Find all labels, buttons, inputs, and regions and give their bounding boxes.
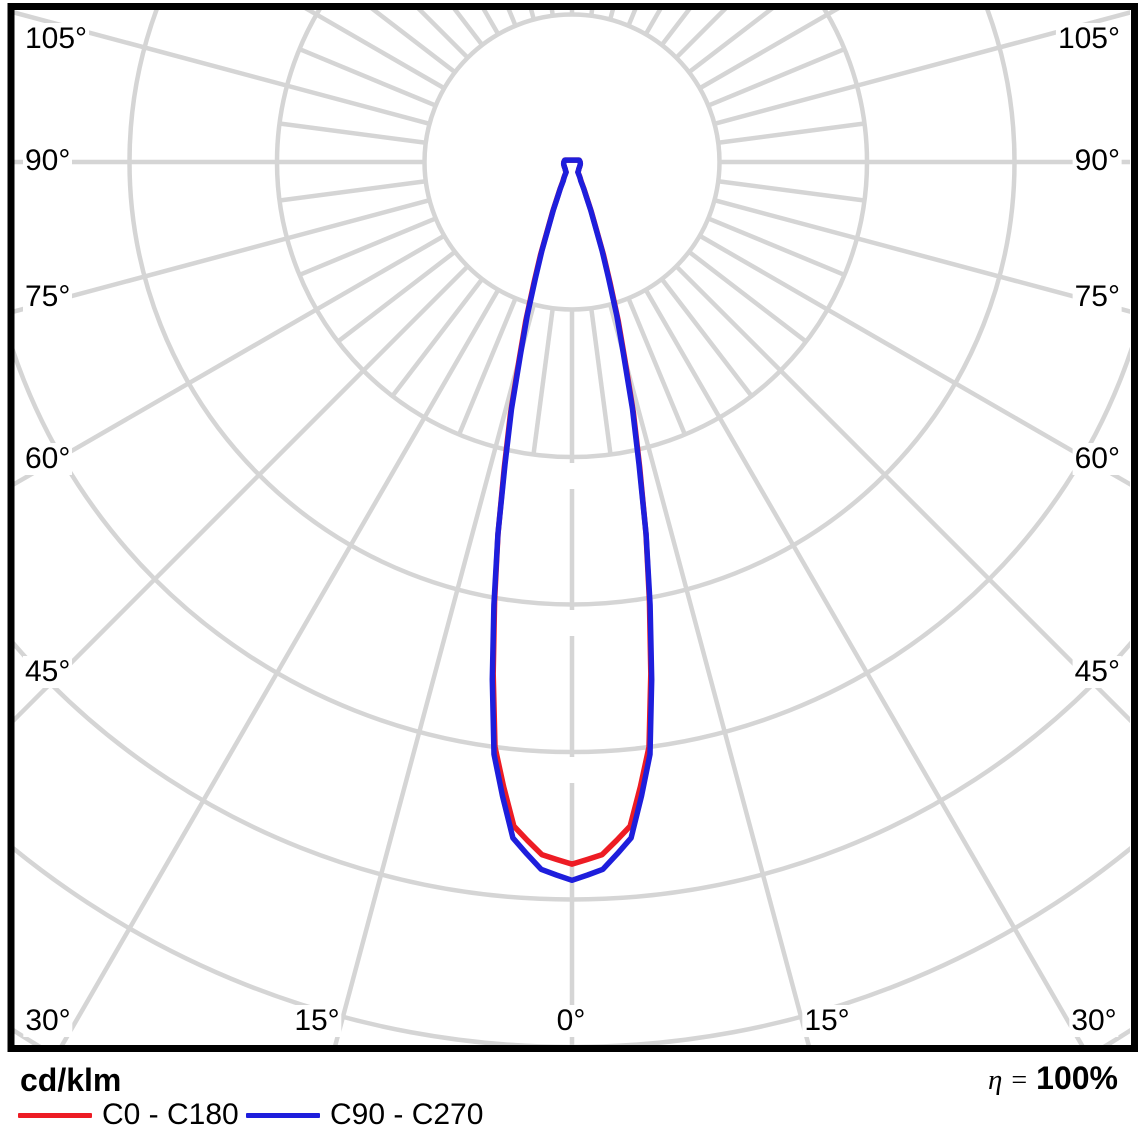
grid-radial-minor <box>660 10 692 47</box>
grid-radial-minor <box>717 179 865 203</box>
legend-label-c90-c270: C90 - C270 <box>330 1098 484 1131</box>
angle-label-right-90°: 90° <box>1072 144 1122 177</box>
legend: C0 - C180 C90 - C270 <box>0 1098 1143 1132</box>
eta-symbol: η <box>987 1064 1003 1096</box>
grid-radial-major <box>643 288 1085 1046</box>
angle-label-right-60°: 60° <box>1072 442 1122 475</box>
angle-label-right-105°: 105° <box>1055 22 1122 55</box>
grid-radial-minor <box>687 10 774 74</box>
eta-value: 100% <box>1036 1060 1118 1096</box>
grid-radial-minor <box>687 250 808 344</box>
grid-radial-minor <box>279 121 427 145</box>
grid-radial-major <box>332 303 536 1046</box>
grid-radial-minor <box>298 47 437 108</box>
legend-item-c90-c270: C90 - C270 <box>246 1098 483 1132</box>
grid-radial-major <box>14 233 446 487</box>
legend-label-c0-c180: C0 - C180 <box>102 1098 239 1131</box>
plot-border <box>7 3 1138 1052</box>
angle-label-bottom-15°: 15° <box>802 1004 852 1037</box>
angle-label-right-75°: 75° <box>1072 280 1122 313</box>
efficiency-annotation: η = 100% <box>988 1060 1118 1097</box>
units-label: cd/klm <box>20 1062 122 1098</box>
legend-swatch-c0-c180 <box>18 1112 92 1118</box>
grid-radial-minor <box>717 121 865 145</box>
angle-label-bottom-0°: 0° <box>554 1004 588 1037</box>
grid-radial-minor <box>531 307 555 455</box>
angle-label-left-45°: 45° <box>23 655 73 688</box>
grid-radial-minor <box>707 216 846 277</box>
angle-label-bottom-30°: 30° <box>23 1004 73 1037</box>
grid-radial-minor <box>589 307 613 455</box>
ring-label-box <box>533 463 613 489</box>
grid-radial-minor <box>370 10 457 74</box>
grid-radial-minor <box>298 216 437 277</box>
grid-radial-minor <box>660 277 754 398</box>
grid-radial-minor <box>626 297 687 436</box>
ring-label-box <box>533 610 613 636</box>
grid-radial-major <box>14 10 431 126</box>
grid-radial-minor <box>390 277 484 398</box>
grid-radial-major <box>608 303 812 1046</box>
angle-label-left-105°: 105° <box>23 22 90 55</box>
angle-label-left-75°: 75° <box>23 280 73 313</box>
grid-radial-major <box>698 233 1130 487</box>
grid-radial-minor <box>336 250 457 344</box>
angle-label-bottom-30°: 30° <box>1069 1004 1119 1037</box>
eta-equals: = <box>1011 1065 1028 1096</box>
grid-radial-major <box>674 264 1130 724</box>
grid-radial-major <box>14 198 431 314</box>
curve-c90-c270 <box>489 157 655 884</box>
angle-label-right-45°: 45° <box>1072 655 1122 688</box>
grid-radial-minor <box>457 297 518 436</box>
grid-radial-major <box>713 198 1130 314</box>
grid-radial-minor <box>707 47 846 108</box>
grid-radial-minor <box>452 10 484 47</box>
grid-radial-major <box>59 288 501 1046</box>
legend-swatch-c90-c270 <box>246 1112 320 1118</box>
grid-radial-minor <box>279 179 427 203</box>
grid-radial-major <box>14 264 470 724</box>
angle-label-bottom-15°: 15° <box>292 1004 342 1037</box>
legend-item-c0-c180: C0 - C180 <box>18 1098 239 1132</box>
angle-label-left-60°: 60° <box>23 442 73 475</box>
ring-label-box <box>533 757 613 783</box>
grid-radial-major <box>713 10 1130 126</box>
angle-label-left-90°: 90° <box>23 144 73 177</box>
